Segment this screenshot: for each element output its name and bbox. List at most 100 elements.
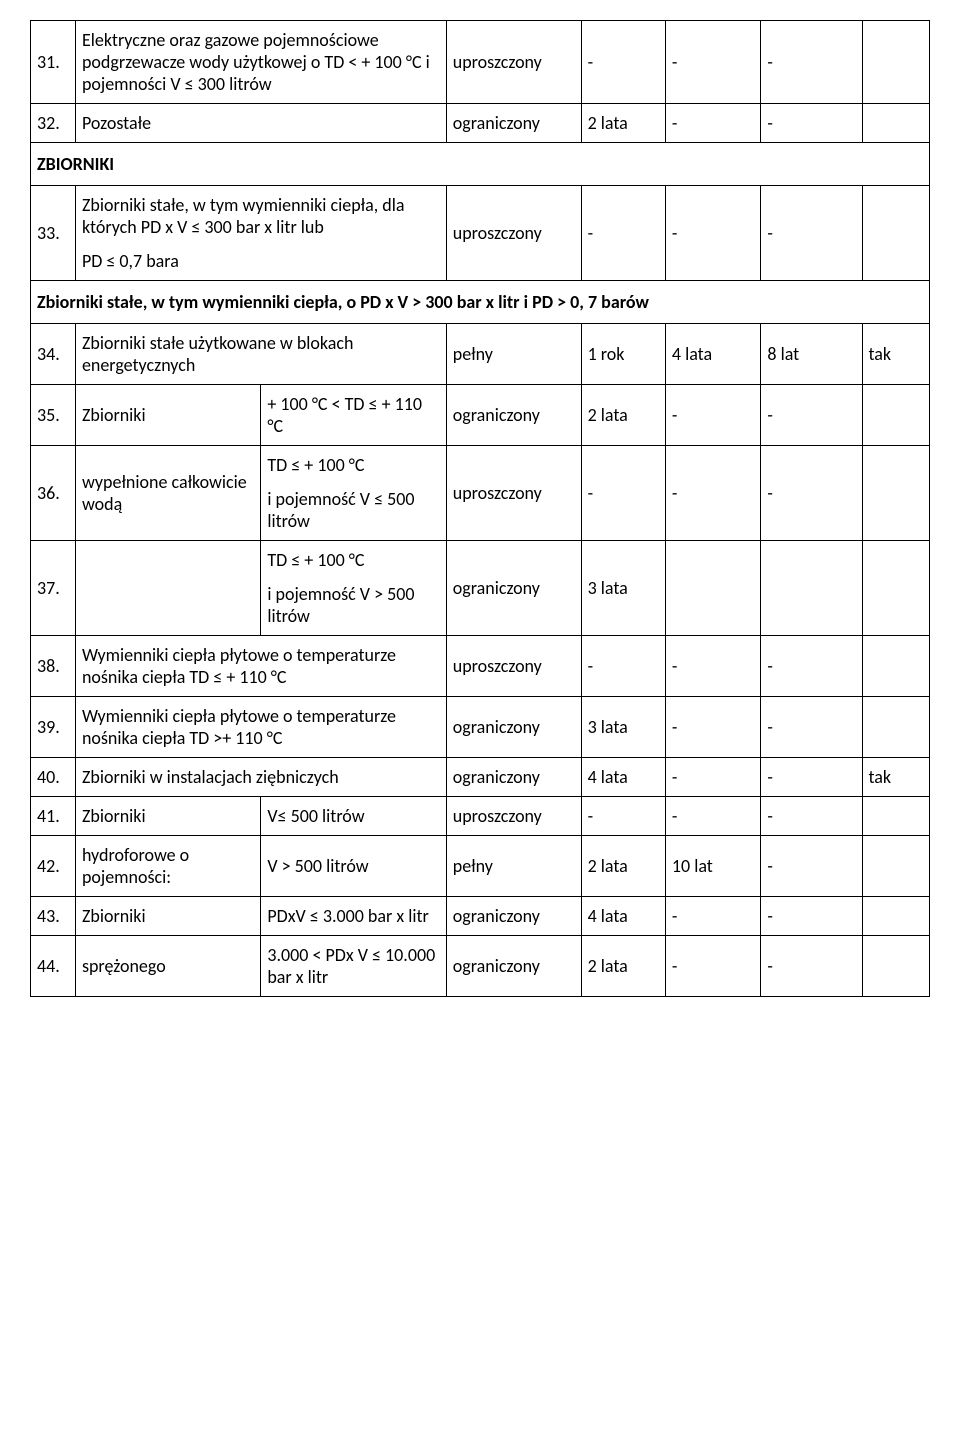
table-row: 32. Pozostałe ograniczony 2 lata - -: [31, 104, 930, 143]
row-desc: Wymienniki ciepła płytowe o temperaturze…: [75, 697, 446, 758]
row-desc: wypełnione całkowicie wodą: [75, 446, 260, 541]
row-sub: TD ≤ + 100 °C i pojemność V > 500 litrów: [261, 541, 446, 636]
desc-line: PD ≤ 0,7 bara: [82, 250, 440, 272]
row-v2: 4 lata: [665, 324, 761, 385]
row-v4: [862, 446, 930, 541]
table-row: 39. Wymienniki ciepła płytowe o temperat…: [31, 697, 930, 758]
row-v2: [665, 541, 761, 636]
sub-line: TD ≤ + 100 °C: [267, 549, 439, 571]
row-number: 44.: [31, 936, 76, 997]
row-type: ograniczony: [446, 541, 581, 636]
row-v3: -: [761, 697, 862, 758]
row-v4: [862, 797, 930, 836]
row-number: 39.: [31, 697, 76, 758]
row-v2: -: [665, 186, 761, 281]
row-number: 33.: [31, 186, 76, 281]
row-type: pełny: [446, 836, 581, 897]
table-row: 36. wypełnione całkowicie wodą TD ≤ + 10…: [31, 446, 930, 541]
row-v3: -: [761, 758, 862, 797]
row-v1: 3 lata: [581, 697, 665, 758]
row-desc: [75, 541, 260, 636]
row-v4: [862, 385, 930, 446]
row-v1: 2 lata: [581, 936, 665, 997]
sub-line: i pojemność V > 500 litrów: [267, 583, 439, 627]
row-number: 35.: [31, 385, 76, 446]
row-v2: -: [665, 21, 761, 104]
row-v2: -: [665, 797, 761, 836]
row-v4: [862, 897, 930, 936]
row-v3: -: [761, 936, 862, 997]
table-row: 38. Wymienniki ciepła płytowe o temperat…: [31, 636, 930, 697]
row-v2: -: [665, 936, 761, 997]
row-desc: Elektryczne oraz gazowe pojemnościowe po…: [75, 21, 446, 104]
row-type: uproszczony: [446, 21, 581, 104]
row-v4: [862, 936, 930, 997]
row-v1: 1 rok: [581, 324, 665, 385]
row-v3: -: [761, 104, 862, 143]
row-v1: -: [581, 636, 665, 697]
row-desc: sprężonego: [75, 936, 260, 997]
row-v1: -: [581, 797, 665, 836]
row-v4: [862, 186, 930, 281]
row-number: 31.: [31, 21, 76, 104]
row-number: 43.: [31, 897, 76, 936]
row-v2: -: [665, 697, 761, 758]
section-header: Zbiorniki stałe, w tym wymienniki ciepła…: [31, 281, 930, 324]
row-v3: 8 lat: [761, 324, 862, 385]
row-v3: [761, 541, 862, 636]
table-row: 35. Zbiorniki + 100 °C < TD ≤ + 110 °C o…: [31, 385, 930, 446]
row-v4: [862, 21, 930, 104]
row-type: ograniczony: [446, 758, 581, 797]
table-row: 42. hydroforowe o pojemności: V > 500 li…: [31, 836, 930, 897]
row-v1: 3 lata: [581, 541, 665, 636]
row-sub: 3.000 < PDx V ≤ 10.000 bar x litr: [261, 936, 446, 997]
row-v3: -: [761, 446, 862, 541]
row-v4: tak: [862, 324, 930, 385]
row-v4: [862, 836, 930, 897]
row-number: 37.: [31, 541, 76, 636]
sub-line: TD ≤ + 100 °C: [267, 454, 439, 476]
row-type: uproszczony: [446, 446, 581, 541]
section-title: ZBIORNIKI: [31, 143, 930, 186]
row-number: 42.: [31, 836, 76, 897]
row-v3: -: [761, 836, 862, 897]
row-type: ograniczony: [446, 385, 581, 446]
desc-line: Zbiorniki stałe, w tym wymienniki ciepła…: [82, 194, 440, 238]
row-number: 32.: [31, 104, 76, 143]
row-number: 41.: [31, 797, 76, 836]
table-row: 41. Zbiorniki V≤ 500 litrów uproszczony …: [31, 797, 930, 836]
row-desc: hydroforowe o pojemności:: [75, 836, 260, 897]
row-sub: V > 500 litrów: [261, 836, 446, 897]
row-v2: 10 lat: [665, 836, 761, 897]
row-v3: -: [761, 636, 862, 697]
row-v1: 4 lata: [581, 758, 665, 797]
row-type: ograniczony: [446, 697, 581, 758]
row-v3: -: [761, 797, 862, 836]
row-v1: 2 lata: [581, 385, 665, 446]
table-row: 43. Zbiorniki PDxV ≤ 3.000 bar x litr og…: [31, 897, 930, 936]
row-v4: [862, 104, 930, 143]
row-sub: PDxV ≤ 3.000 bar x litr: [261, 897, 446, 936]
table-row: 34. Zbiorniki stałe użytkowane w blokach…: [31, 324, 930, 385]
row-number: 36.: [31, 446, 76, 541]
row-v2: -: [665, 104, 761, 143]
table-row: 31. Elektryczne oraz gazowe pojemnościow…: [31, 21, 930, 104]
row-desc: Pozostałe: [75, 104, 446, 143]
row-number: 38.: [31, 636, 76, 697]
row-v4: [862, 697, 930, 758]
row-v2: -: [665, 897, 761, 936]
data-table: 31. Elektryczne oraz gazowe pojemnościow…: [30, 20, 930, 997]
row-v3: -: [761, 385, 862, 446]
row-v3: -: [761, 897, 862, 936]
row-v1: 4 lata: [581, 897, 665, 936]
row-desc: Zbiorniki: [75, 897, 260, 936]
row-sub: TD ≤ + 100 °C i pojemność V ≤ 500 litrów: [261, 446, 446, 541]
row-type: pełny: [446, 324, 581, 385]
row-type: uproszczony: [446, 186, 581, 281]
row-type: ograniczony: [446, 104, 581, 143]
row-v4: [862, 541, 930, 636]
row-desc: Zbiorniki w instalacjach ziębniczych: [75, 758, 446, 797]
row-v3: -: [761, 186, 862, 281]
row-v1: 2 lata: [581, 836, 665, 897]
row-type: uproszczony: [446, 636, 581, 697]
